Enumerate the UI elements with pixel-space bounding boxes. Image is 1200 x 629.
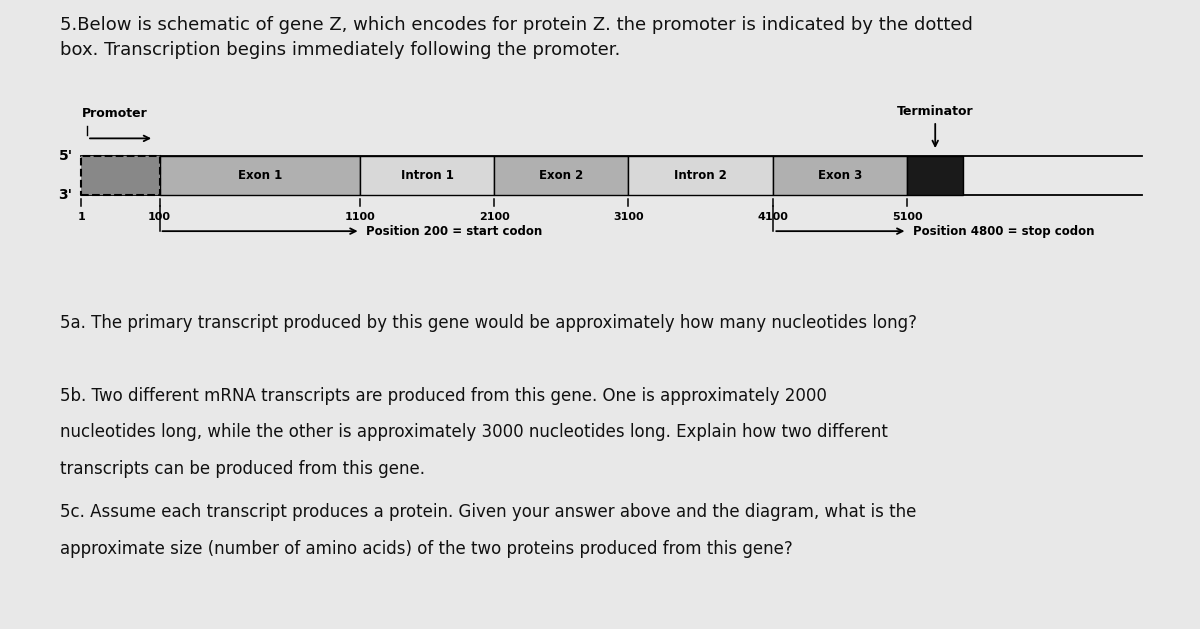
Text: Intron 2: Intron 2	[674, 169, 727, 182]
Bar	[160, 155, 360, 195]
Bar	[360, 155, 494, 195]
Text: 2100: 2100	[479, 212, 510, 222]
Text: Exon 3: Exon 3	[818, 169, 863, 182]
Text: 5b. Two different mRNA transcripts are produced from this gene. One is approxima: 5b. Two different mRNA transcripts are p…	[60, 387, 827, 405]
Bar	[629, 155, 774, 195]
Text: 100: 100	[148, 212, 172, 222]
Text: Intron 1: Intron 1	[401, 169, 454, 182]
Text: Exon 2: Exon 2	[539, 169, 583, 182]
Text: Terminator: Terminator	[896, 105, 973, 118]
Text: 5100: 5100	[892, 212, 923, 222]
Text: Position 4800 = stop codon: Position 4800 = stop codon	[913, 225, 1094, 238]
Text: 5c. Assume each transcript produces a protein. Given your answer above and the d: 5c. Assume each transcript produces a pr…	[60, 503, 917, 521]
Text: approximate size (number of amino acids) of the two proteins produced from this : approximate size (number of amino acids)…	[60, 540, 793, 558]
Text: 1: 1	[78, 212, 85, 222]
Text: transcripts can be produced from this gene.: transcripts can be produced from this ge…	[60, 460, 425, 478]
Bar	[494, 155, 629, 195]
Text: 3100: 3100	[613, 212, 643, 222]
Text: Promoter: Promoter	[82, 108, 148, 120]
Bar	[82, 155, 160, 195]
Text: 5.Below is schematic of gene Z, which encodes for protein Z. the promoter is ind: 5.Below is schematic of gene Z, which en…	[60, 16, 973, 34]
Text: box. Transcription begins immediately following the promoter.: box. Transcription begins immediately fo…	[60, 41, 620, 59]
Text: Exon 1: Exon 1	[238, 169, 282, 182]
Text: 5a. The primary transcript produced by this gene would be approximately how many: 5a. The primary transcript produced by t…	[60, 314, 917, 333]
Text: 1100: 1100	[346, 212, 376, 222]
Bar	[774, 155, 907, 195]
Text: 4100: 4100	[758, 212, 788, 222]
Text: 5': 5'	[59, 148, 72, 163]
Text: nucleotides long, while the other is approximately 3000 nucleotides long. Explai: nucleotides long, while the other is app…	[60, 423, 888, 442]
Bar	[907, 155, 964, 195]
Text: Position 200 = start codon: Position 200 = start codon	[366, 225, 542, 238]
Text: 3': 3'	[59, 188, 72, 202]
